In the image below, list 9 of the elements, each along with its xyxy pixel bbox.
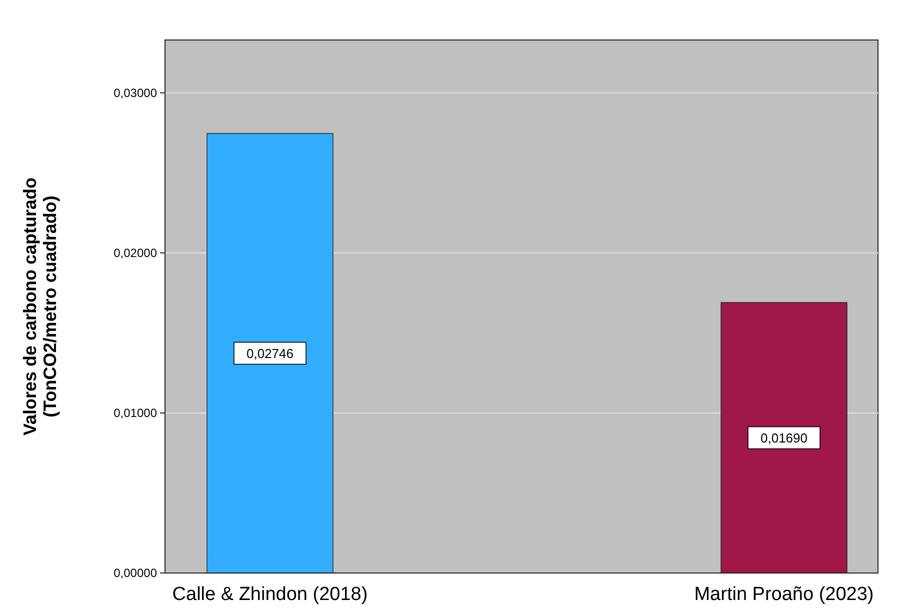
y-axis-title: Valores de carbono capturado (TonCO2/metro cuadrado) [20,177,60,436]
y-tick-label: 0,03000 [114,86,158,100]
y-tick-label: 0,01000 [114,406,158,420]
y-tick-label: 0,02000 [114,246,158,260]
x-tick-label: Martin Proaño (2023) [694,584,874,605]
data-label: 0,01690 [760,430,808,446]
y-tick-label: 0,00000 [114,566,158,580]
data-label: 0,02746 [246,346,294,362]
x-tick-label: Calle & Zhindon (2018) [172,584,368,605]
